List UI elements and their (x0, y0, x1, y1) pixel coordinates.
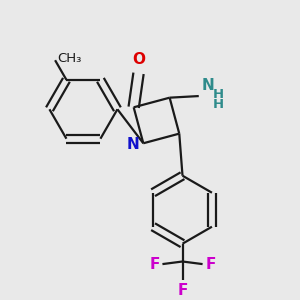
Text: CH₃: CH₃ (58, 52, 82, 65)
Text: N: N (127, 137, 140, 152)
Text: F: F (177, 283, 188, 298)
Text: N: N (202, 78, 215, 93)
Text: F: F (205, 256, 215, 272)
Text: F: F (149, 256, 160, 272)
Text: O: O (132, 52, 145, 68)
Text: H: H (213, 98, 224, 111)
Text: H: H (213, 88, 224, 101)
